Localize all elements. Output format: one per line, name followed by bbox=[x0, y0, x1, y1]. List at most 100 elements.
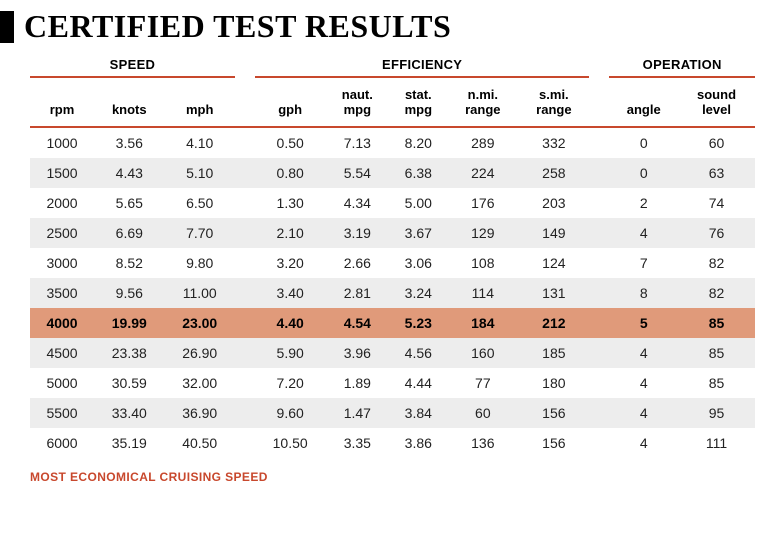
data-cell: 5.10 bbox=[165, 158, 235, 188]
table-row: 500030.5932.007.201.894.4477180485 bbox=[30, 368, 755, 398]
data-cell: 5.90 bbox=[255, 338, 325, 368]
data-cell: 6.50 bbox=[165, 188, 235, 218]
table-row: 30008.529.803.202.663.06108124782 bbox=[30, 248, 755, 278]
data-cell: 2.81 bbox=[325, 278, 389, 308]
data-cell: 63 bbox=[678, 158, 755, 188]
col-smpg: stat.mpg bbox=[389, 77, 447, 127]
data-cell: 203 bbox=[518, 188, 589, 218]
spacer-cell bbox=[235, 308, 255, 338]
group-efficiency: EFFICIENCY bbox=[255, 51, 589, 77]
spacer-cell bbox=[235, 127, 255, 158]
data-cell: 9.60 bbox=[255, 398, 325, 428]
table-row: 20005.656.501.304.345.00176203274 bbox=[30, 188, 755, 218]
data-cell: 4000 bbox=[30, 308, 94, 338]
data-cell: 3.35 bbox=[325, 428, 389, 458]
data-cell: 129 bbox=[447, 218, 518, 248]
data-cell: 3.40 bbox=[255, 278, 325, 308]
data-cell: 6000 bbox=[30, 428, 94, 458]
data-cell: 4.10 bbox=[165, 127, 235, 158]
data-cell: 3500 bbox=[30, 278, 94, 308]
data-cell: 184 bbox=[447, 308, 518, 338]
col-angle: angle bbox=[609, 77, 678, 127]
data-cell: 4 bbox=[609, 428, 678, 458]
data-cell: 6.38 bbox=[389, 158, 447, 188]
data-cell: 156 bbox=[518, 398, 589, 428]
data-cell: 124 bbox=[518, 248, 589, 278]
data-cell: 26.90 bbox=[165, 338, 235, 368]
spacer-cell bbox=[235, 248, 255, 278]
col-nmpg: naut.mpg bbox=[325, 77, 389, 127]
data-cell: 11.00 bbox=[165, 278, 235, 308]
col-sound: soundlevel bbox=[678, 77, 755, 127]
data-cell: 9.56 bbox=[94, 278, 164, 308]
data-cell: 35.19 bbox=[94, 428, 164, 458]
data-cell: 19.99 bbox=[94, 308, 164, 338]
data-cell: 82 bbox=[678, 278, 755, 308]
data-cell: 332 bbox=[518, 127, 589, 158]
data-cell: 33.40 bbox=[94, 398, 164, 428]
group-header-row: SPEED EFFICIENCY OPERATION bbox=[30, 51, 755, 77]
data-cell: 5 bbox=[609, 308, 678, 338]
data-cell: 0 bbox=[609, 127, 678, 158]
spacer-cell bbox=[235, 338, 255, 368]
data-cell: 4.43 bbox=[94, 158, 164, 188]
data-cell: 3.19 bbox=[325, 218, 389, 248]
results-table: SPEED EFFICIENCY OPERATION rpm knots mph… bbox=[30, 51, 755, 458]
data-cell: 40.50 bbox=[165, 428, 235, 458]
spacer-cell bbox=[235, 368, 255, 398]
col-srange: s.mi.range bbox=[518, 77, 589, 127]
data-cell: 74 bbox=[678, 188, 755, 218]
data-cell: 4500 bbox=[30, 338, 94, 368]
data-cell: 7.13 bbox=[325, 127, 389, 158]
spacer-cell bbox=[589, 308, 609, 338]
spacer-cell bbox=[589, 338, 609, 368]
data-cell: 3.86 bbox=[389, 428, 447, 458]
title-accent-bar bbox=[0, 11, 14, 43]
data-cell: 95 bbox=[678, 398, 755, 428]
data-cell: 5.54 bbox=[325, 158, 389, 188]
data-cell: 1.47 bbox=[325, 398, 389, 428]
data-cell: 212 bbox=[518, 308, 589, 338]
data-cell: 1000 bbox=[30, 127, 94, 158]
data-cell: 85 bbox=[678, 308, 755, 338]
data-cell: 10.50 bbox=[255, 428, 325, 458]
table-body: 10003.564.100.507.138.2028933206015004.4… bbox=[30, 127, 755, 458]
data-cell: 8 bbox=[609, 278, 678, 308]
data-cell: 3.56 bbox=[94, 127, 164, 158]
spacer-cell bbox=[589, 368, 609, 398]
spacer-cell bbox=[235, 278, 255, 308]
data-cell: 224 bbox=[447, 158, 518, 188]
data-cell: 2.66 bbox=[325, 248, 389, 278]
data-cell: 8.52 bbox=[94, 248, 164, 278]
spacer bbox=[589, 77, 609, 127]
data-cell: 176 bbox=[447, 188, 518, 218]
spacer-cell bbox=[235, 158, 255, 188]
data-cell: 30.59 bbox=[94, 368, 164, 398]
spacer-cell bbox=[589, 398, 609, 428]
data-cell: 60 bbox=[678, 127, 755, 158]
spacer-cell bbox=[235, 188, 255, 218]
title-bar: CERTIFIED TEST RESULTS bbox=[0, 0, 775, 51]
data-cell: 0.80 bbox=[255, 158, 325, 188]
data-cell: 1.30 bbox=[255, 188, 325, 218]
data-cell: 111 bbox=[678, 428, 755, 458]
data-cell: 108 bbox=[447, 248, 518, 278]
data-cell: 85 bbox=[678, 368, 755, 398]
col-knots: knots bbox=[94, 77, 164, 127]
data-cell: 5000 bbox=[30, 368, 94, 398]
data-cell: 0.50 bbox=[255, 127, 325, 158]
spacer bbox=[589, 51, 609, 77]
data-cell: 4.56 bbox=[389, 338, 447, 368]
data-cell: 2000 bbox=[30, 188, 94, 218]
table-row: 450023.3826.905.903.964.56160185485 bbox=[30, 338, 755, 368]
spacer-cell bbox=[235, 218, 255, 248]
data-cell: 3.24 bbox=[389, 278, 447, 308]
data-cell: 4.54 bbox=[325, 308, 389, 338]
page-title: CERTIFIED TEST RESULTS bbox=[24, 8, 451, 45]
data-cell: 4 bbox=[609, 398, 678, 428]
data-cell: 4.34 bbox=[325, 188, 389, 218]
table-wrap: SPEED EFFICIENCY OPERATION rpm knots mph… bbox=[30, 51, 755, 458]
col-rpm: rpm bbox=[30, 77, 94, 127]
col-nrange: n.mi.range bbox=[447, 77, 518, 127]
test-results-panel: CERTIFIED TEST RESULTS SPEED EFFICIENCY … bbox=[0, 0, 775, 498]
